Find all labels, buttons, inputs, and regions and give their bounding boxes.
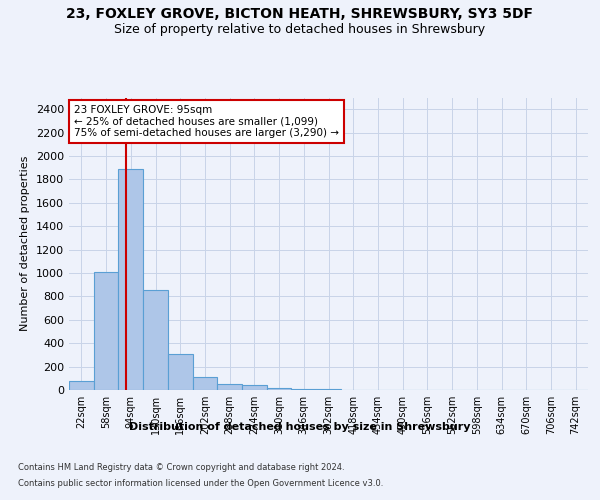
Text: Distribution of detached houses by size in Shrewsbury: Distribution of detached houses by size … [129,422,471,432]
Text: Contains public sector information licensed under the Open Government Licence v3: Contains public sector information licen… [18,478,383,488]
Y-axis label: Number of detached properties: Number of detached properties [20,156,31,332]
Bar [193,376,217,390]
Bar [267,388,292,390]
Bar [292,389,316,390]
Text: 23, FOXLEY GROVE, BICTON HEATH, SHREWSBURY, SY3 5DF: 23, FOXLEY GROVE, BICTON HEATH, SHREWSBU… [67,8,533,22]
Bar [168,354,193,390]
Text: 23 FOXLEY GROVE: 95sqm
← 25% of detached houses are smaller (1,099)
75% of semi-: 23 FOXLEY GROVE: 95sqm ← 25% of detached… [74,105,339,138]
Text: Contains HM Land Registry data © Crown copyright and database right 2024.: Contains HM Land Registry data © Crown c… [18,462,344,471]
Bar [69,380,94,390]
Bar [143,290,168,390]
Bar [242,386,267,390]
Bar [94,272,118,390]
Bar [217,384,242,390]
Text: Size of property relative to detached houses in Shrewsbury: Size of property relative to detached ho… [115,22,485,36]
Bar [118,169,143,390]
